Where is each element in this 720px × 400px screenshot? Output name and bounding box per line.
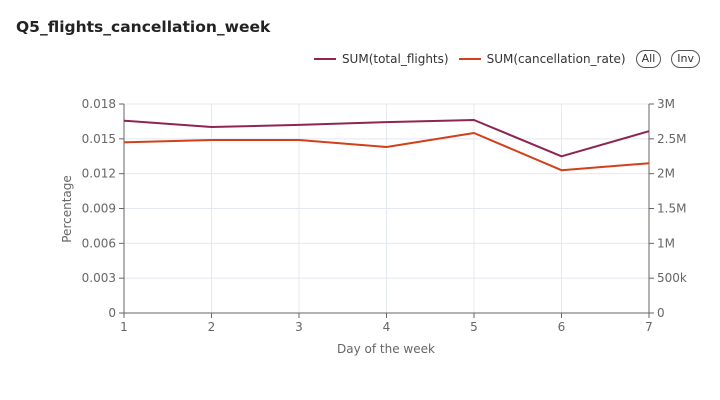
y-tick-label: 0.015 [82, 132, 116, 146]
x-tick-label: 6 [558, 320, 566, 334]
x-tick-label: 5 [470, 320, 478, 334]
y-tick-label: 0.018 [82, 97, 116, 111]
legend-item-total-flights[interactable]: SUM(total_flights) [313, 52, 449, 66]
grid [124, 103, 649, 313]
legend-label-cancellation-rate: SUM(cancellation_rate) [486, 52, 626, 66]
y2-tick-label: 500k [657, 271, 687, 285]
y-tick-label: 0.012 [82, 167, 116, 181]
chart-title: Q5_flights_cancellation_week [16, 18, 271, 36]
series-line-total-flights [123, 119, 650, 158]
axes: 0 0 0.003 500k 0.006 1M 0.009 1.5M 0.012 2M 0.015 2… [82, 97, 687, 334]
y2-tick-label: 2.5M [657, 132, 686, 146]
y-tick-label: 0.006 [82, 236, 116, 250]
legend-swatch-total-flights [313, 58, 336, 60]
legend-item-cancellation-rate[interactable]: SUM(cancellation_rate) [458, 52, 626, 66]
y2-tick-label: 1.5M [657, 202, 686, 216]
y2-tick-label: 2M [657, 167, 675, 181]
x-tick-label: 3 [295, 320, 303, 334]
x-axis-label: Day of the week [337, 342, 435, 356]
legend-select-all-button[interactable]: All [635, 50, 662, 68]
x-tick-label: 1 [120, 320, 128, 334]
series-line-cancellation-rate [123, 132, 650, 172]
y-axis-label: Percentage [60, 175, 74, 243]
series-lines [123, 119, 650, 172]
y2-tick-label: 3M [657, 97, 675, 111]
x-tick-label: 7 [645, 320, 653, 334]
legend-label-total-flights: SUM(total_flights) [341, 52, 449, 66]
y-tick-label: 0.003 [82, 271, 116, 285]
x-tick-label: 2 [208, 320, 216, 334]
x-tick-label: 4 [383, 320, 391, 334]
y-tick-label: 0.009 [82, 202, 116, 216]
legend-swatch-cancellation-rate [458, 58, 481, 60]
legend: SUM(total_flights) SUM(cancellation_rate… [313, 50, 700, 68]
y2-tick-label: 1M [657, 236, 675, 250]
legend-invert-button[interactable]: Inv [671, 50, 700, 68]
y-tick-label: 0 [108, 306, 116, 320]
y2-tick-label: 0 [657, 306, 665, 320]
